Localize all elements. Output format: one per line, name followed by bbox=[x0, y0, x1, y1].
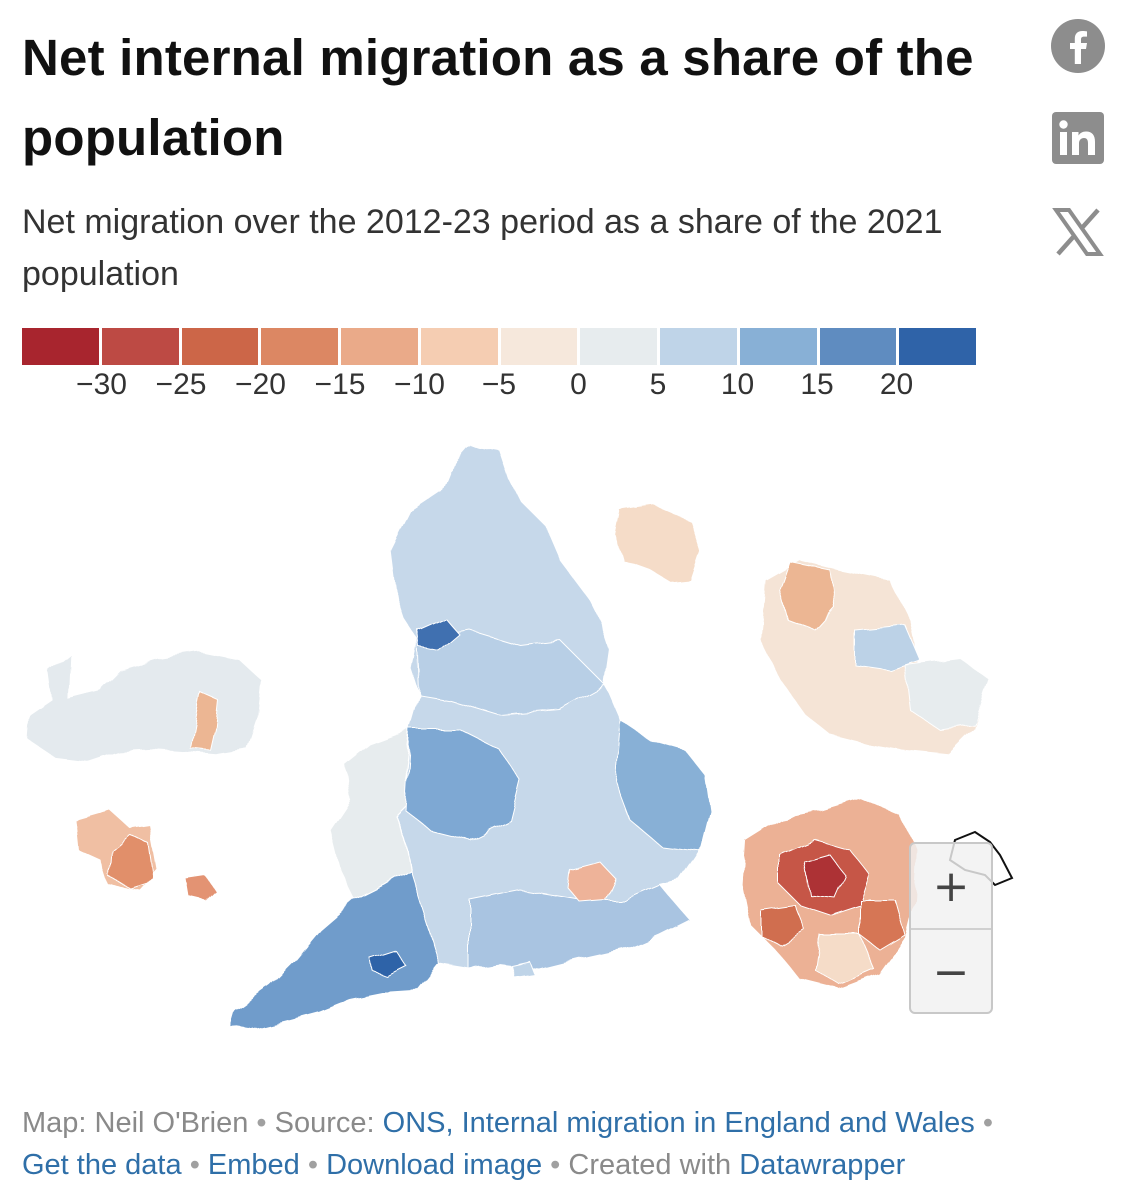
region-east-blue[interactable] bbox=[614, 719, 711, 851]
chart-subtitle: Net migration over the 2012-23 period as… bbox=[22, 203, 943, 293]
zoom-in-button[interactable]: + bbox=[911, 844, 991, 930]
zoom-out-button[interactable]: − bbox=[932, 946, 970, 998]
region-birmingham-orange[interactable] bbox=[779, 561, 836, 631]
legend-swatches bbox=[22, 328, 976, 365]
footer-embed-link[interactable]: Embed bbox=[207, 1149, 300, 1181]
legend-tick-label: 20 bbox=[879, 368, 914, 401]
region-north-mid[interactable] bbox=[417, 629, 606, 716]
legend-tick-label: −5 bbox=[481, 368, 517, 401]
share-linkedin-button[interactable] bbox=[1050, 110, 1106, 166]
footer-created-prefix: Created with bbox=[568, 1149, 732, 1181]
footer-map-prefix: Map: bbox=[22, 1107, 87, 1139]
region-tyneside-inset[interactable] bbox=[614, 504, 701, 583]
legend-tick-label: −25 bbox=[155, 368, 207, 401]
legend-swatch bbox=[341, 328, 418, 365]
footer-separator: • bbox=[189, 1149, 200, 1181]
region-london-southwest[interactable] bbox=[759, 904, 806, 946]
region-midlands-blue[interactable] bbox=[404, 729, 521, 841]
legend-tick-label: −15 bbox=[314, 368, 366, 401]
legend-swatch bbox=[660, 328, 737, 365]
region-london-east[interactable] bbox=[859, 899, 906, 951]
footer-source-link[interactable]: ONS, Internal migration in England and W… bbox=[382, 1107, 975, 1139]
legend-swatch bbox=[500, 328, 578, 365]
legend-swatch bbox=[899, 328, 976, 365]
footer-separator: • bbox=[550, 1149, 561, 1181]
footer-get-data-link[interactable]: Get the data bbox=[22, 1149, 182, 1181]
footer-datawrapper-link[interactable]: Datawrapper bbox=[739, 1149, 906, 1181]
footer-separator: • bbox=[256, 1107, 267, 1139]
facebook-icon bbox=[1051, 19, 1105, 73]
x-icon bbox=[1052, 208, 1104, 256]
share-facebook-button[interactable] bbox=[1050, 18, 1106, 74]
region-west-inset-small[interactable] bbox=[184, 874, 216, 901]
legend-swatch bbox=[22, 328, 99, 365]
region-cornwall-dark[interactable] bbox=[369, 949, 406, 976]
legend-swatch bbox=[819, 328, 897, 365]
chart-title: Net internal migration as a share of the… bbox=[22, 29, 974, 166]
footer-separator: • bbox=[982, 1107, 993, 1139]
zoom-control: + − bbox=[909, 842, 993, 1014]
legend-swatch bbox=[580, 328, 657, 365]
legend-tick-label: −10 bbox=[394, 368, 445, 401]
legend-tick-label: 0 bbox=[570, 368, 587, 401]
region-manchester-orange[interactable] bbox=[189, 691, 219, 751]
footer-author: Neil O'Brien bbox=[94, 1107, 249, 1139]
linkedin-icon bbox=[1052, 112, 1104, 164]
region-isle-of-wight[interactable] bbox=[511, 961, 536, 979]
footer-download-link[interactable]: Download image bbox=[326, 1149, 543, 1181]
legend-swatch bbox=[739, 328, 817, 365]
region-birmingham-grey[interactable] bbox=[904, 657, 991, 731]
region-manchester-inset[interactable] bbox=[27, 650, 263, 763]
legend-swatch bbox=[181, 328, 259, 365]
region-west-inset-orange[interactable] bbox=[109, 834, 156, 889]
footer-separator: • bbox=[307, 1149, 319, 1181]
legend-swatch bbox=[420, 328, 498, 365]
color-legend: −30 −25 −20 −15 −10 −5 0 5 10 15 20 bbox=[22, 328, 976, 401]
legend-tick-label: −20 bbox=[235, 368, 286, 401]
region-north-dark[interactable] bbox=[417, 617, 461, 653]
legend-tick-label: 5 bbox=[649, 368, 667, 401]
footer-source-prefix: Source: bbox=[274, 1107, 375, 1139]
region-london-small[interactable] bbox=[567, 861, 616, 903]
choropleth-map[interactable] bbox=[0, 430, 1131, 1070]
region-london-light[interactable] bbox=[814, 934, 876, 986]
legend-tick-label: 15 bbox=[800, 368, 834, 401]
share-x-button[interactable] bbox=[1050, 204, 1106, 260]
legend-tick-label: −30 bbox=[76, 368, 127, 401]
chart-footer: Map: Neil O'Brien • Source: ONS, Interna… bbox=[22, 1102, 1112, 1186]
legend-tick-label: 10 bbox=[720, 368, 755, 401]
region-london-core-darkest[interactable] bbox=[804, 854, 846, 899]
region-southwest-blue[interactable] bbox=[229, 869, 441, 1031]
legend-swatch bbox=[261, 328, 338, 365]
legend-swatch bbox=[101, 328, 179, 365]
